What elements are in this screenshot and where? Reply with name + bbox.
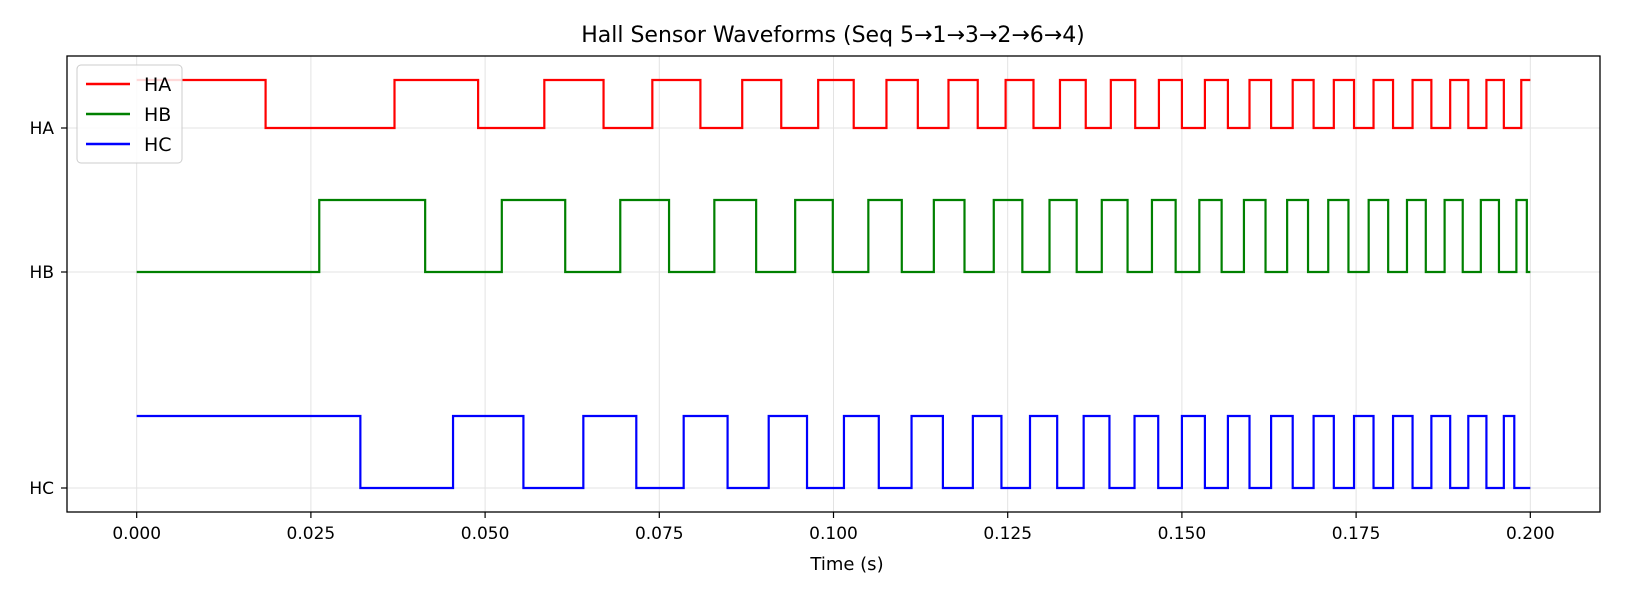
y-axis: HA HB HC bbox=[29, 119, 67, 499]
x-tick-label: 0.000 bbox=[112, 524, 161, 544]
x-tick-label: 0.125 bbox=[983, 524, 1032, 544]
x-tick-label: 0.150 bbox=[1158, 524, 1207, 544]
x-tick-label: 0.200 bbox=[1506, 524, 1555, 544]
x-tick-label: 0.050 bbox=[461, 524, 510, 544]
chart-title: Hall Sensor Waveforms (Seq 5→1→3→2→6→4) bbox=[581, 23, 1085, 48]
x-tick-label: 0.175 bbox=[1332, 524, 1381, 544]
legend: HA HB HC bbox=[76, 64, 183, 164]
x-tick-label: 0.075 bbox=[635, 524, 684, 544]
y-tick-label: HC bbox=[29, 479, 54, 499]
y-tick-label: HA bbox=[30, 119, 55, 139]
grid-layer bbox=[67, 56, 1600, 512]
x-axis: 0.000 0.025 0.050 0.075 0.100 0.125 0.150 0.175… bbox=[112, 512, 1555, 544]
x-tick-label: 0.100 bbox=[809, 524, 858, 544]
legend-label-hb: HB bbox=[144, 104, 171, 126]
x-tick-label: 0.025 bbox=[287, 524, 336, 544]
series-line-hb bbox=[136, 198, 1531, 274]
legend-label-hc: HC bbox=[144, 134, 172, 156]
legend-label-ha: HA bbox=[144, 74, 171, 96]
series-layer bbox=[136, 78, 1531, 490]
series-line-hc bbox=[136, 414, 1531, 490]
series-line-ha bbox=[136, 78, 1531, 130]
x-axis-label: Time (s) bbox=[809, 554, 883, 575]
y-tick-label: HB bbox=[30, 263, 54, 283]
